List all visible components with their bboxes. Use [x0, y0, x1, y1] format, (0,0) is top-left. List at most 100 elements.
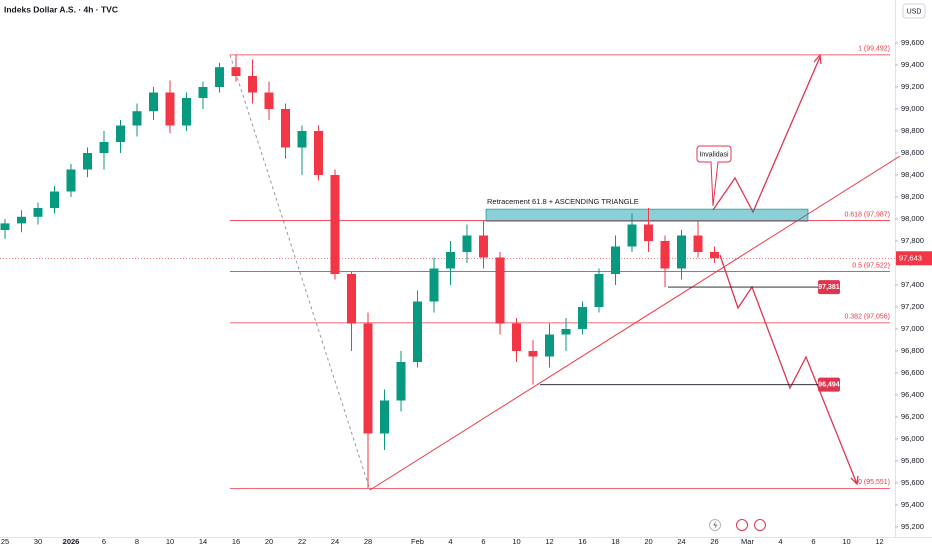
- candle-body: [149, 92, 158, 112]
- candle-body: [314, 131, 323, 176]
- candle-body: [116, 125, 125, 143]
- callout-text: Invalidasi: [699, 151, 729, 158]
- candle-body: [644, 224, 653, 242]
- candle-body: [264, 92, 274, 110]
- zone: [485, 208, 809, 222]
- candle-body: [528, 350, 538, 357]
- level-label: 96,494: [818, 381, 840, 388]
- x-tick-label: 22: [298, 537, 306, 546]
- x-tick-label: 10: [512, 537, 520, 546]
- x-tick-label: 16: [232, 537, 240, 546]
- candle-body: [182, 98, 191, 126]
- candle-body: [429, 268, 439, 302]
- y-tick-label: 98,200: [901, 192, 924, 201]
- candle-body: [446, 252, 455, 269]
- candle-body: [198, 87, 208, 99]
- candle-body: [495, 257, 505, 324]
- candle-body: [66, 169, 76, 192]
- x-tick-label: 8: [135, 537, 139, 546]
- candle-body: [677, 235, 686, 269]
- x-tick-label: 16: [578, 537, 586, 546]
- y-tick-label: 96,000: [901, 434, 924, 443]
- x-tick-label: 24: [677, 537, 685, 546]
- x-tick-label: 6: [102, 537, 106, 546]
- candle-body: [561, 328, 571, 335]
- y-tick-label: 95,400: [901, 500, 924, 509]
- candle-body: [281, 109, 290, 148]
- y-tick-label: 98,800: [901, 126, 924, 135]
- x-tick-label: 10: [166, 537, 174, 546]
- candle-body: [611, 246, 620, 274]
- x-tick-label: 4: [448, 537, 452, 546]
- x-tick-label: 20: [265, 537, 273, 546]
- candle-body: [479, 235, 488, 258]
- candle-body: [297, 131, 307, 148]
- x-tick-label: 2026: [63, 537, 80, 546]
- currency-box[interactable]: [902, 3, 926, 19]
- candle-body: [132, 111, 142, 126]
- x-tick-label: Feb: [411, 537, 424, 546]
- y-tick-label: 95,600: [901, 478, 924, 487]
- fib-label: 1 (99,492): [858, 46, 890, 53]
- event-icon[interactable]: [754, 519, 766, 531]
- arrow-head: [850, 475, 859, 486]
- last-price-label: 97,643: [899, 253, 922, 262]
- x-tick-label: 26: [710, 537, 718, 546]
- y-tick-label: 97,000: [901, 324, 924, 333]
- callout-box: [696, 145, 732, 207]
- x-tick-label: 14: [199, 537, 207, 546]
- event-icon[interactable]: [736, 519, 748, 531]
- x-tick-label: 10: [842, 537, 850, 546]
- candle-body: [396, 361, 406, 401]
- x-tick-label: 12: [545, 537, 553, 546]
- candle-body: [594, 273, 604, 307]
- x-tick-label: 6: [811, 537, 815, 546]
- candle-body: [380, 400, 389, 434]
- y-tick-label: 99,400: [901, 60, 924, 69]
- x-tick-label: 30: [34, 537, 42, 546]
- y-tick-label: 98,000: [901, 214, 924, 223]
- y-tick-label: 98,400: [901, 170, 924, 179]
- candle-body: [215, 67, 224, 88]
- event-glyph: [713, 521, 718, 529]
- candle-body: [17, 216, 26, 224]
- level-box: [818, 280, 840, 295]
- candle-body: [545, 334, 554, 357]
- candle-body: [512, 323, 521, 351]
- bearish-projection: [719, 254, 858, 485]
- last-price-box: [896, 251, 932, 266]
- candle-body: [347, 273, 356, 324]
- x-tick-label: Mar: [741, 537, 754, 546]
- y-tick-label: 99,000: [901, 104, 924, 113]
- zone-label: Retracement 61.8 + ASCENDING TRIANGLE: [487, 197, 639, 206]
- x-tick-label: 25: [1, 537, 9, 546]
- x-tick-label: 20: [644, 537, 652, 546]
- y-tick-label: 96,200: [901, 412, 924, 421]
- x-tick-label: 6: [481, 537, 485, 546]
- candle-body: [50, 191, 59, 209]
- candle-body: [660, 241, 670, 269]
- candle-body: [693, 235, 703, 253]
- candle-body: [231, 67, 241, 77]
- candle-body: [363, 323, 373, 434]
- candle-body: [248, 76, 257, 93]
- chart-title: Indeks Dollar A.S. · 4h · TVC: [4, 4, 118, 14]
- fib-label: 0.382 (97,056): [844, 314, 890, 321]
- y-tick-label: 99,200: [901, 82, 924, 91]
- y-tick-label: 99,600: [901, 38, 924, 47]
- y-tick-label: 96,400: [901, 390, 924, 399]
- y-tick-label: 97,800: [901, 236, 924, 245]
- currency: USD: [907, 8, 922, 15]
- candle-body: [413, 301, 422, 362]
- swing-line: [229, 54, 371, 491]
- y-tick-label: 96,600: [901, 368, 924, 377]
- fib-label: 0.618 (97,987): [844, 211, 890, 218]
- y-tick-label: 95,800: [901, 456, 924, 465]
- candle-body: [0, 223, 10, 231]
- y-tick-label: 98,600: [901, 148, 924, 157]
- fib-label: 0.5 (97,522): [852, 262, 890, 269]
- y-tick-label: 96,800: [901, 346, 924, 355]
- x-tick-label: 28: [364, 537, 372, 546]
